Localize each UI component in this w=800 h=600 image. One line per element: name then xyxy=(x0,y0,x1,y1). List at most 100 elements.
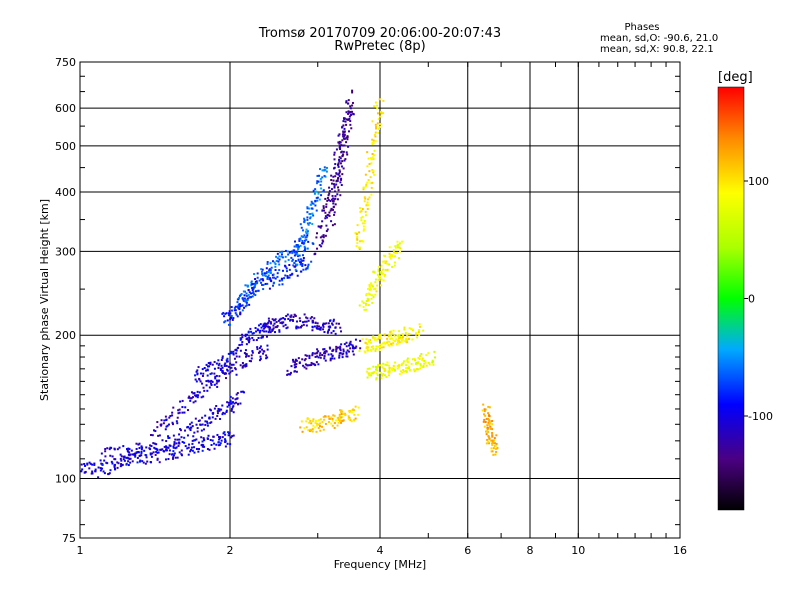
data-point xyxy=(330,198,333,201)
data-point xyxy=(380,270,383,273)
data-point xyxy=(226,357,229,360)
data-point xyxy=(327,421,330,424)
data-point xyxy=(210,372,213,375)
data-point xyxy=(200,396,203,399)
data-point xyxy=(433,350,436,353)
x-tick-label: 1 xyxy=(77,544,84,557)
data-point xyxy=(94,468,97,471)
data-point xyxy=(186,447,189,450)
data-point xyxy=(408,332,411,335)
data-point xyxy=(351,104,354,107)
data-point xyxy=(214,417,217,420)
data-point xyxy=(347,102,350,105)
data-point xyxy=(230,309,233,312)
data-point xyxy=(241,361,244,364)
data-point xyxy=(307,417,310,420)
data-point xyxy=(216,410,219,413)
data-point xyxy=(215,362,218,365)
data-point xyxy=(330,220,333,223)
data-point xyxy=(388,263,391,266)
data-point xyxy=(368,288,371,291)
data-point xyxy=(295,327,298,330)
data-point xyxy=(281,256,284,259)
data-point xyxy=(183,436,186,439)
data-point xyxy=(487,405,490,408)
data-point xyxy=(108,448,111,451)
data-point xyxy=(351,350,354,353)
data-point xyxy=(268,319,271,322)
data-point xyxy=(99,467,102,470)
data-point xyxy=(215,405,218,408)
data-point xyxy=(177,412,180,415)
data-point xyxy=(403,360,406,363)
data-point xyxy=(149,444,152,447)
data-point xyxy=(205,380,208,383)
data-point xyxy=(405,364,408,367)
data-point xyxy=(351,344,354,347)
data-point xyxy=(232,434,235,437)
data-point xyxy=(171,421,174,424)
data-point xyxy=(348,115,351,118)
data-point xyxy=(245,354,248,357)
data-point xyxy=(293,249,296,252)
data-point xyxy=(231,397,234,400)
data-point xyxy=(312,242,315,245)
data-point xyxy=(302,242,305,245)
data-point xyxy=(274,277,277,280)
colorbar-tick-label: -100 xyxy=(748,410,773,423)
data-point xyxy=(155,450,158,453)
data-point xyxy=(366,370,369,373)
data-point xyxy=(262,325,265,328)
data-point xyxy=(329,357,332,360)
data-point xyxy=(298,254,301,257)
data-point xyxy=(399,336,402,339)
data-point xyxy=(299,244,302,247)
data-point xyxy=(326,216,329,219)
data-point xyxy=(225,377,228,380)
data-point xyxy=(483,413,486,416)
data-point xyxy=(215,443,218,446)
data-points xyxy=(80,89,499,479)
data-point xyxy=(239,337,242,340)
data-point xyxy=(276,252,279,255)
data-point xyxy=(309,317,312,320)
data-point xyxy=(229,443,232,446)
data-point xyxy=(401,332,404,335)
data-point xyxy=(180,454,183,457)
data-point xyxy=(484,414,487,417)
data-point xyxy=(298,238,301,241)
data-point xyxy=(491,419,494,422)
data-point xyxy=(190,448,193,451)
chart-subtitle: RwPretec (8p) xyxy=(334,39,426,54)
data-point xyxy=(318,198,321,201)
stats-heading: Phases xyxy=(624,22,660,33)
x-tick-label: 4 xyxy=(377,544,384,557)
data-point xyxy=(331,323,334,326)
data-point xyxy=(247,330,250,333)
data-point xyxy=(351,347,354,350)
data-point xyxy=(375,127,378,130)
data-point xyxy=(256,272,259,275)
data-point xyxy=(239,338,242,341)
data-point xyxy=(340,343,343,346)
data-point xyxy=(128,448,131,451)
data-point xyxy=(312,362,315,365)
data-point xyxy=(212,435,215,438)
x-tick-label: 16 xyxy=(673,544,687,557)
data-point xyxy=(384,262,387,265)
data-point xyxy=(298,261,301,264)
data-point xyxy=(227,434,230,437)
data-point xyxy=(304,357,307,360)
data-point xyxy=(245,304,248,307)
data-point xyxy=(366,348,369,351)
data-point xyxy=(288,373,291,376)
data-point xyxy=(322,348,325,351)
data-point xyxy=(297,248,300,251)
data-point xyxy=(221,413,224,416)
data-point xyxy=(347,145,350,148)
data-point xyxy=(345,118,348,121)
data-point xyxy=(253,283,256,286)
data-point xyxy=(237,304,240,307)
data-point xyxy=(333,185,336,188)
data-point xyxy=(301,254,304,257)
